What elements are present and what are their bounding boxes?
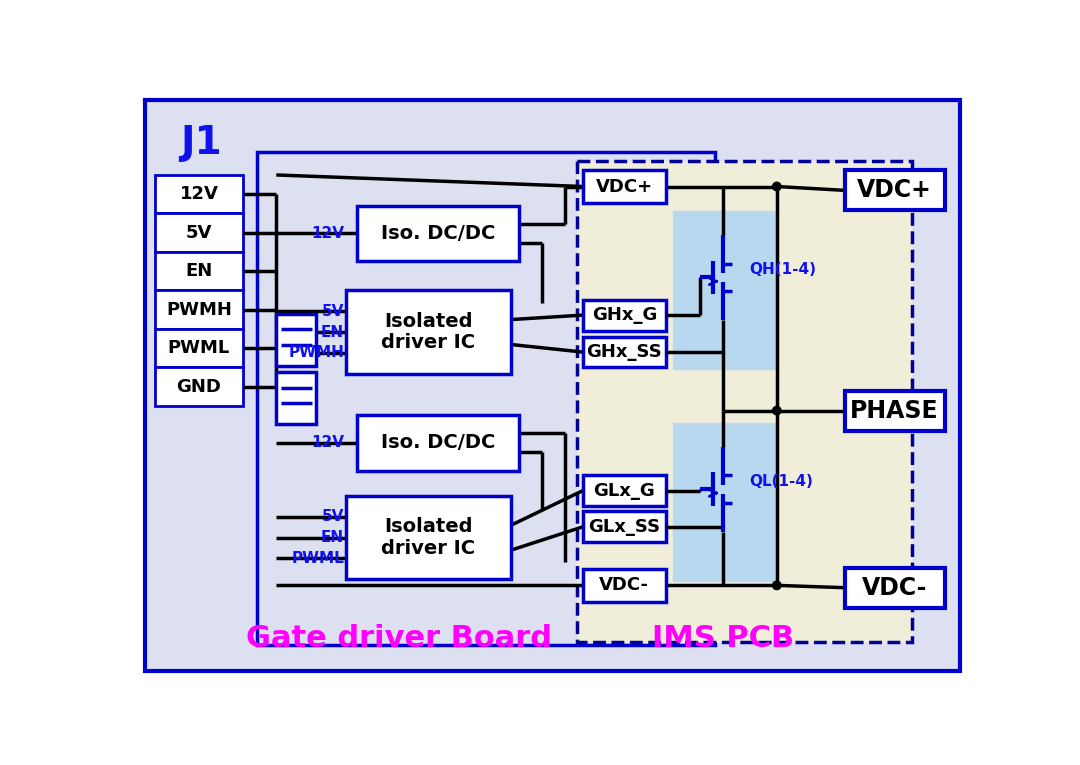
Bar <box>276 372 316 425</box>
Bar <box>583 300 666 330</box>
Text: GLx_G: GLx_G <box>594 482 656 500</box>
Text: GHx_SS: GHx_SS <box>586 343 662 361</box>
Text: 12V: 12V <box>311 435 345 451</box>
Bar <box>154 175 243 213</box>
Bar <box>154 329 243 367</box>
Text: GND: GND <box>176 378 221 396</box>
Bar <box>154 213 243 252</box>
Text: driver IC: driver IC <box>381 334 475 353</box>
Bar <box>346 496 511 579</box>
Text: QL(1-4): QL(1-4) <box>748 474 813 489</box>
Text: EN: EN <box>321 324 345 340</box>
Text: PWMH: PWMH <box>166 301 232 319</box>
Text: PHASE: PHASE <box>850 399 939 422</box>
Text: 5V: 5V <box>322 304 345 319</box>
Bar <box>357 206 518 261</box>
Text: Iso. DC/DC: Iso. DC/DC <box>381 224 496 243</box>
Circle shape <box>772 406 781 415</box>
Text: Isolated: Isolated <box>384 517 473 536</box>
Text: PWML: PWML <box>292 551 345 566</box>
Bar <box>845 171 945 210</box>
Text: EN: EN <box>321 530 345 545</box>
Circle shape <box>772 182 781 190</box>
Bar <box>583 512 666 542</box>
Bar <box>583 171 666 203</box>
Bar <box>583 337 666 367</box>
Bar <box>845 568 945 607</box>
Text: PWML: PWML <box>167 339 230 357</box>
Text: IMS PCB: IMS PCB <box>652 624 794 653</box>
Bar <box>673 211 777 369</box>
Text: EN: EN <box>186 262 213 280</box>
Text: QH(1-4): QH(1-4) <box>748 262 815 277</box>
Text: Iso. DC/DC: Iso. DC/DC <box>381 434 496 452</box>
Bar <box>357 415 518 470</box>
Bar <box>845 391 945 431</box>
Bar <box>276 314 316 366</box>
Bar <box>346 291 511 373</box>
Bar <box>583 475 666 506</box>
Text: driver IC: driver IC <box>381 539 475 558</box>
Text: J1: J1 <box>180 124 221 162</box>
Bar <box>577 161 912 643</box>
Text: 5V: 5V <box>186 223 212 242</box>
Text: VDC+: VDC+ <box>596 177 653 196</box>
Text: GHx_G: GHx_G <box>592 306 657 324</box>
Text: Gate driver Board: Gate driver Board <box>246 624 553 653</box>
Bar <box>154 252 243 291</box>
Text: VDC-: VDC- <box>599 576 649 594</box>
Text: 12V: 12V <box>311 226 345 241</box>
Bar <box>154 291 243 329</box>
Text: 5V: 5V <box>322 509 345 524</box>
Text: VDC-: VDC- <box>862 576 928 600</box>
Bar <box>673 423 777 581</box>
Bar <box>154 367 243 406</box>
Bar <box>257 152 715 645</box>
Text: PWMH: PWMH <box>288 345 345 360</box>
Text: GLx_SS: GLx_SS <box>589 518 660 536</box>
Circle shape <box>772 581 781 590</box>
Text: Isolated: Isolated <box>384 312 473 330</box>
Bar <box>583 569 666 601</box>
Text: VDC+: VDC+ <box>858 178 932 203</box>
Text: 12V: 12V <box>179 185 218 203</box>
